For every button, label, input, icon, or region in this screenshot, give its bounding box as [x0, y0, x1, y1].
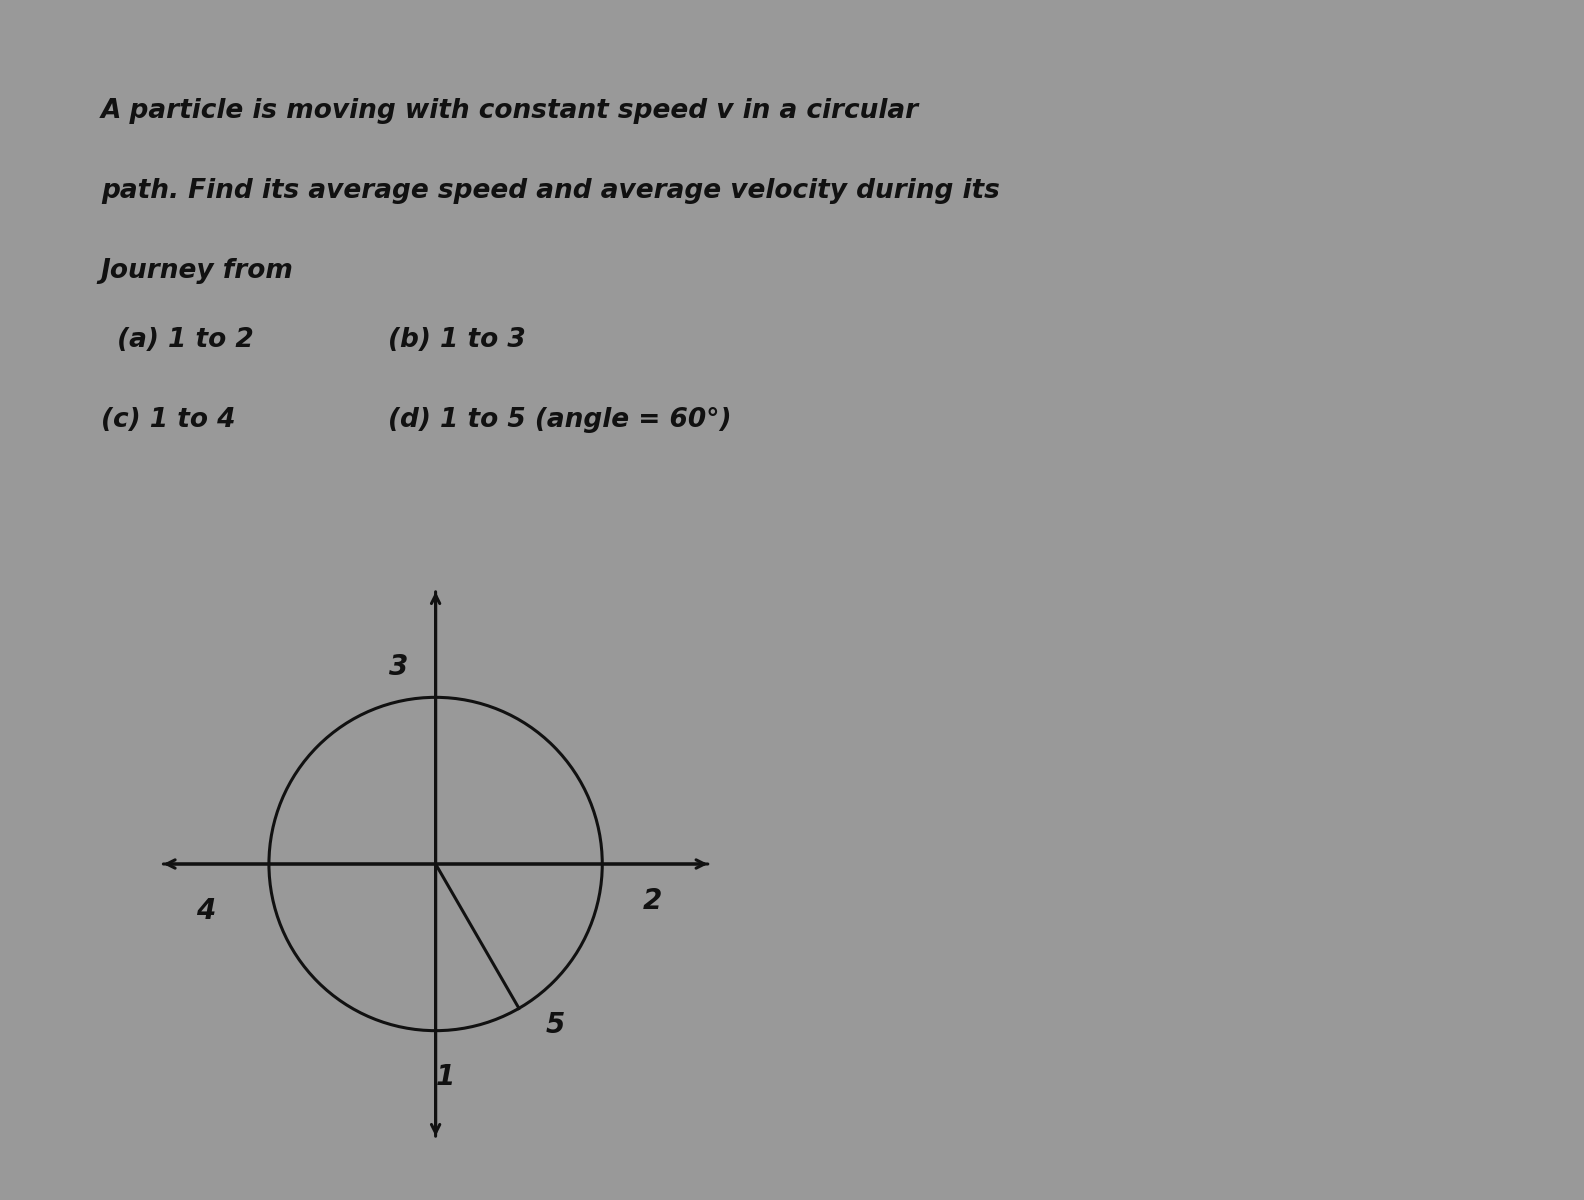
Text: A particle is moving with constant speed v in a circular: A particle is moving with constant speed…: [101, 98, 919, 124]
Text: 5: 5: [546, 1012, 565, 1039]
Text: 4: 4: [196, 896, 215, 925]
Text: 2: 2: [643, 887, 662, 914]
Text: (a) 1 to 2: (a) 1 to 2: [108, 326, 253, 353]
Text: (c) 1 to 4: (c) 1 to 4: [101, 407, 236, 432]
Text: 1: 1: [436, 1063, 455, 1091]
Text: path. Find its average speed and average velocity during its: path. Find its average speed and average…: [101, 178, 1000, 204]
Text: Journey from: Journey from: [101, 258, 293, 283]
Text: 3: 3: [390, 653, 409, 682]
Text: (d) 1 to 5 (angle = 60°): (d) 1 to 5 (angle = 60°): [388, 407, 732, 432]
Text: (b) 1 to 3: (b) 1 to 3: [388, 326, 526, 353]
